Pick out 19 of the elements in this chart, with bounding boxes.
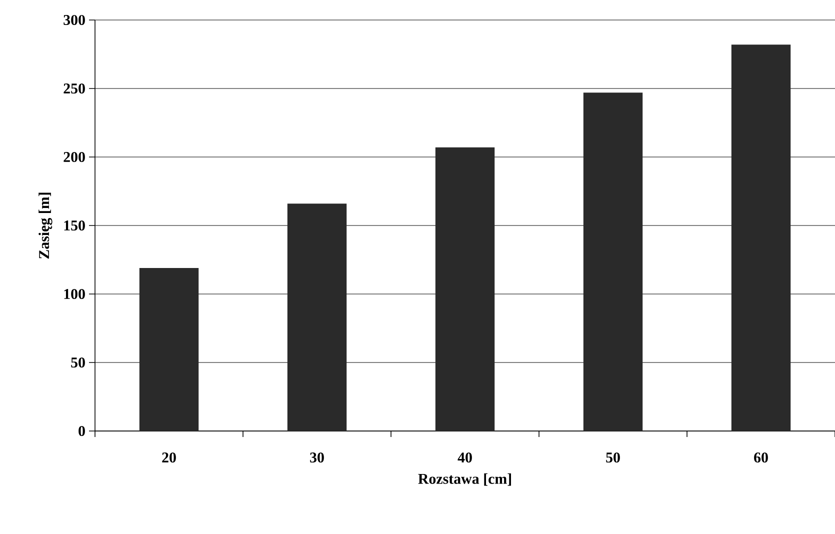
bar [139,268,199,431]
x-tick-label: 50 [606,452,620,463]
bar [583,92,643,431]
y-tick-label: 200 [64,152,85,162]
y-tick-label: 150 [64,220,85,231]
x-tick-label: 30 [310,452,324,463]
bar [731,44,791,431]
bar [287,204,347,431]
x-tick-label: 40 [458,452,472,463]
y-tick-label: 250 [64,83,85,94]
y-tick-label: 300 [64,14,85,26]
x-tick-label: 20 [162,452,176,463]
y-tick-label: 50 [71,357,85,368]
x-tick-label: 60 [754,452,768,463]
bar [435,147,495,431]
y-tick-label: 0 [78,426,85,436]
x-axis-title: Rozstawa [cm] [418,473,511,486]
y-axis-title: Zasięg [m] [38,192,52,259]
y-tick-label: 100 [64,288,85,300]
